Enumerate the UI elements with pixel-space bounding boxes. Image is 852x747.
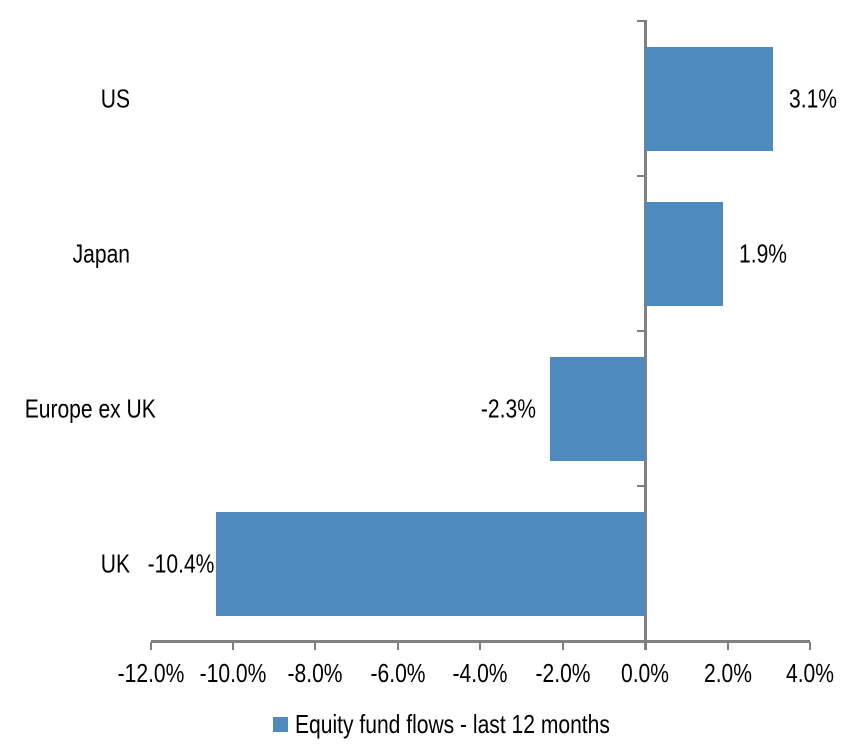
x-axis-tick [231, 642, 234, 650]
x-axis-tick [644, 642, 647, 650]
legend-swatch-icon [273, 717, 288, 732]
x-axis-tick [149, 642, 152, 650]
x-tick-label: -10.0% [199, 658, 267, 688]
category-axis-line [643, 20, 647, 650]
x-axis-line [150, 640, 810, 643]
bar [645, 201, 724, 306]
legend: Equity fund flows - last 12 months [273, 708, 684, 741]
category-tick [637, 485, 646, 488]
x-axis-tick [314, 642, 317, 650]
category-label: US [100, 83, 130, 114]
category-label: UK [100, 548, 130, 579]
data-label: 1.9% [739, 238, 788, 269]
data-label: -2.3% [481, 393, 537, 424]
x-axis-tick [726, 642, 729, 650]
x-tick-label: 4.0% [785, 658, 835, 688]
x-axis-tick [396, 642, 399, 650]
x-tick-label: -6.0% [370, 658, 426, 688]
x-tick-label: 0.0% [621, 658, 670, 688]
x-tick-label: -12.0% [117, 658, 184, 688]
category-label: Japan [72, 238, 130, 269]
x-tick-label: -8.0% [287, 658, 343, 688]
data-label: -10.4% [147, 548, 215, 579]
bar [216, 511, 646, 616]
x-tick-label: -4.0% [452, 658, 508, 688]
data-label: 3.1% [788, 83, 837, 114]
x-axis-tick [809, 642, 811, 650]
legend-label: Equity fund flows - last 12 months [295, 709, 610, 739]
bar [645, 46, 773, 151]
bar [550, 356, 646, 461]
category-tick [637, 640, 646, 643]
x-axis-tick [479, 642, 482, 650]
category-tick [637, 20, 646, 22]
x-axis-tick [561, 642, 564, 650]
category-label: Europe ex UK [24, 393, 156, 424]
category-tick [637, 175, 646, 178]
x-tick-label: 2.0% [703, 658, 752, 688]
category-tick [637, 330, 646, 333]
x-tick-label: -2.0% [535, 658, 591, 688]
